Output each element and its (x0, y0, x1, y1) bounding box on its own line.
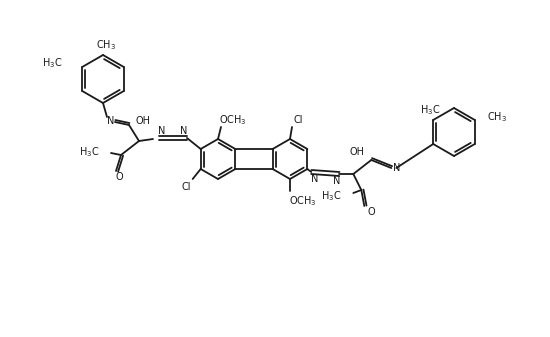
Text: N: N (180, 126, 188, 136)
Text: OH: OH (135, 116, 151, 126)
Text: H$_3$C: H$_3$C (321, 189, 342, 203)
Text: CH$_3$: CH$_3$ (96, 38, 116, 52)
Text: OCH$_3$: OCH$_3$ (219, 113, 247, 127)
Text: O: O (367, 207, 375, 217)
Text: N: N (393, 163, 400, 173)
Text: H$_3$C: H$_3$C (79, 145, 99, 159)
Text: OCH$_3$: OCH$_3$ (289, 194, 317, 208)
Text: CH$_3$: CH$_3$ (487, 110, 507, 124)
Text: N: N (311, 174, 318, 184)
Text: Cl: Cl (293, 115, 303, 125)
Text: Cl: Cl (182, 182, 191, 192)
Text: O: O (115, 172, 123, 182)
Text: H$_3$C: H$_3$C (420, 103, 441, 117)
Text: OH: OH (350, 147, 365, 157)
Text: N: N (107, 116, 115, 126)
Text: N: N (333, 176, 340, 186)
Text: H$_3$C: H$_3$C (42, 56, 62, 70)
Text: N: N (158, 126, 166, 136)
